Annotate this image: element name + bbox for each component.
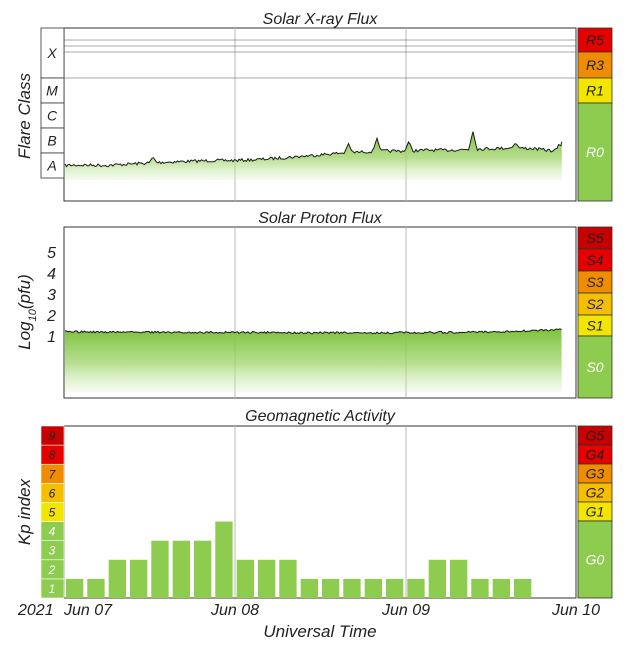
geomagnetic-storm-scale-box-label: G2 (586, 485, 605, 501)
radiation-storm-scale-box (577, 335, 613, 399)
kp-bar (151, 540, 169, 598)
radio-blackout-scale-box (577, 51, 613, 79)
kp-level-label: 2 (48, 563, 56, 577)
geomagnetic-storm-scale-box-label: G0 (586, 552, 605, 568)
kp-bar (258, 559, 276, 598)
kp-bar (428, 559, 446, 598)
kp-bar (492, 578, 510, 598)
flare-class-box (40, 152, 65, 179)
radio-blackout-scale-box (577, 27, 613, 53)
proton-y-axis-label: Log10(pfu) (15, 274, 39, 350)
radiation-storm-scale-box-label: S0 (586, 359, 603, 375)
kp-bar (364, 578, 382, 598)
proton-panel-title: Solar Proton Flux (258, 210, 383, 227)
kp-bar (87, 578, 105, 598)
kp-index-plot: 1 2 3 4 5 6 7 8 9 G5 G4 G3 G2 G1 G0 (40, 425, 613, 599)
x-tick-label: Jun 09 (381, 602, 430, 619)
kp-level-label: 9 (49, 429, 56, 443)
xray-panel-title: Solar X-ray Flux (263, 11, 379, 28)
kp-level-label: 6 (49, 486, 56, 500)
radiation-storm-scale-box-label: S2 (586, 296, 603, 312)
kp-bar (108, 559, 126, 598)
proton-y-tick-label: 4 (47, 266, 56, 283)
geomagnetic-storm-scale-box-label: G4 (586, 447, 605, 463)
year-label: 2021 (17, 602, 54, 619)
kp-level-box (40, 425, 65, 446)
xray-y-axis-label: Flare Class (15, 73, 34, 159)
flare-class-label: X (46, 45, 57, 61)
radiation-storm-scale-box-label: S5 (586, 230, 603, 246)
kp-bar (279, 559, 297, 598)
kp-bar (386, 578, 404, 598)
kp-bar (322, 578, 340, 598)
kp-level-label: 1 (49, 582, 56, 596)
proton-y-tick-label: 2 (46, 308, 56, 325)
proton-flux-area (65, 328, 562, 392)
x-tick-label: Jun 10 (551, 602, 600, 619)
radiation-storm-scale-box-label: S3 (586, 274, 603, 290)
flare-class-label: M (46, 83, 58, 99)
radio-blackout-scale-box-label: R5 (586, 32, 604, 48)
geomagnetic-storm-scale-box-label: G5 (586, 428, 605, 444)
proton-y-tick-label: 5 (47, 245, 56, 262)
geomagnetic-storm-scale-box-label: G3 (586, 466, 605, 482)
radio-blackout-scale-box-label: R1 (586, 83, 604, 99)
kp-bar (343, 578, 361, 598)
flare-class-label: A (46, 158, 56, 174)
kp-bar (66, 578, 84, 598)
kp-y-axis-label: Kp index (15, 478, 34, 545)
radio-blackout-scale-box (577, 102, 613, 202)
kp-level-label: 4 (49, 525, 56, 539)
kp-bar (172, 540, 190, 598)
kp-bar (194, 540, 212, 598)
radiation-storm-scale-box-label: S1 (586, 318, 603, 334)
x-axis-title: Universal Time (263, 622, 376, 641)
proton-flux-plot: 1 2 3 4 5 S5 S4 S3 S2 S1 S0 (46, 226, 613, 399)
geomagnetic-storm-scale-box-label: G1 (586, 504, 605, 520)
radiation-storm-scale-box-label: S4 (586, 252, 603, 268)
radio-blackout-scale-box-label: R3 (586, 57, 604, 73)
xray-flux-line (64, 131, 563, 168)
radio-blackout-scale-box (577, 77, 613, 104)
kp-bar (514, 578, 532, 598)
kp-level-label: 5 (49, 506, 56, 520)
kp-level-label: 8 (49, 448, 56, 462)
proton-y-tick-label: 3 (47, 287, 56, 304)
kp-level-label: 3 (49, 544, 56, 558)
kp-bar (471, 578, 489, 598)
kp-bar (236, 559, 254, 598)
flare-class-label: C (47, 108, 58, 124)
kp-bar (130, 559, 148, 598)
proton-y-tick-label: 1 (47, 329, 56, 346)
kp-bar (407, 578, 425, 598)
xray-flux-area (65, 131, 562, 180)
proton-flux-line (64, 328, 562, 335)
kp-level-label: 7 (49, 467, 57, 481)
geomagnetic-storm-scale-box (577, 520, 613, 599)
kp-bar (300, 578, 318, 598)
geomagnetic-panel-title: Geomagnetic Activity (245, 408, 396, 425)
kp-bar (450, 559, 468, 598)
flare-class-label: B (47, 133, 56, 149)
kp-bar (215, 521, 233, 598)
kp-plot-area (63, 425, 577, 599)
x-tick-label: Jun 08 (210, 602, 259, 619)
x-tick-label: Jun 07 (63, 602, 113, 619)
radio-blackout-scale-box-label: R0 (586, 144, 604, 160)
